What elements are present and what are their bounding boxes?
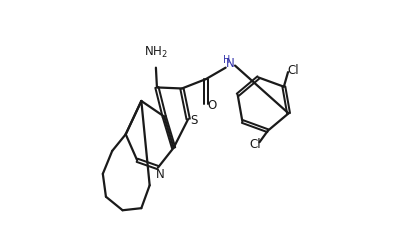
Text: NH$_2$: NH$_2$ (144, 45, 168, 60)
Text: O: O (207, 99, 216, 112)
Text: H: H (223, 55, 230, 65)
Text: N: N (226, 57, 235, 70)
Text: S: S (190, 114, 198, 127)
Text: N: N (156, 168, 164, 181)
Text: Cl: Cl (250, 138, 261, 151)
Text: Cl: Cl (287, 63, 299, 76)
